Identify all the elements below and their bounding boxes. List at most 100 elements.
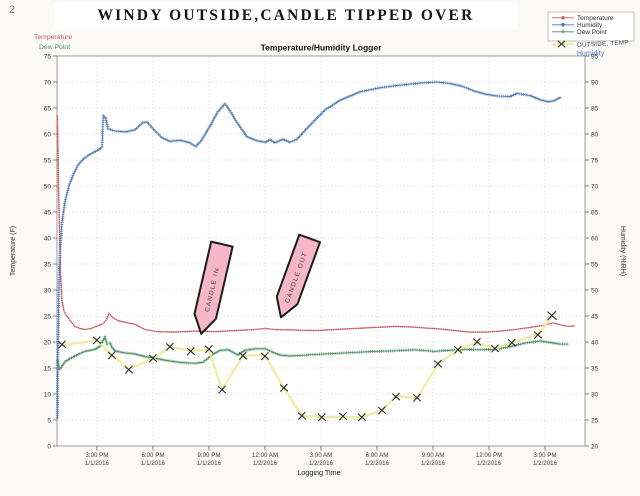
x-data-marker bbox=[148, 354, 158, 363]
x-data-marker bbox=[338, 412, 348, 421]
x-data-marker bbox=[186, 347, 195, 356]
x-tick-date: 1/2/2016 bbox=[533, 460, 558, 467]
y-right-tick-label: 40 bbox=[591, 339, 599, 346]
y-left-tick-label: 20 bbox=[44, 339, 52, 346]
y-right-tick-label: 35 bbox=[591, 365, 599, 372]
gridlines bbox=[58, 57, 584, 445]
annotation-candle-in: CANDLE IN bbox=[193, 240, 234, 335]
x-data-marker bbox=[434, 359, 443, 368]
left-header-dew-point: Dew Point bbox=[39, 44, 70, 51]
y-left-tick-label: 55 bbox=[44, 157, 52, 164]
x-tick-date: 1/2/2016 bbox=[309, 460, 334, 467]
y-right-tick-label: 70 bbox=[591, 183, 599, 190]
y-left-tick-label: 40 bbox=[44, 235, 52, 242]
y-left-tick-label: 65 bbox=[44, 105, 52, 112]
plot-dynamic-layer: 7570656055504540353025201510509590858075… bbox=[44, 11, 635, 467]
legend-item-label: Humidity bbox=[577, 22, 603, 29]
series-outside-temp-hand-drawn bbox=[57, 310, 557, 422]
x-tick-date: 1/1/2016 bbox=[197, 460, 222, 467]
x-data-marker bbox=[297, 411, 307, 420]
y-right-tick-label: 30 bbox=[591, 391, 599, 398]
x-data-marker bbox=[279, 383, 289, 392]
pencil-shape-icon bbox=[193, 240, 234, 335]
legend-item-label: Temperature bbox=[577, 15, 614, 22]
x-data-marker bbox=[57, 340, 67, 349]
y-left-tick-label: 0 bbox=[47, 443, 51, 450]
x-data-marker bbox=[124, 365, 133, 374]
x-tick-date: 1/2/2016 bbox=[253, 460, 278, 467]
x-data-marker bbox=[165, 342, 175, 351]
right-header-humidity: Humidity bbox=[577, 51, 605, 58]
x-tick-date: 1/2/2016 bbox=[477, 460, 502, 467]
x-tick-date: 1/1/2016 bbox=[85, 460, 110, 467]
y-left-tick-label: 35 bbox=[44, 261, 52, 268]
y-left-tick-label: 75 bbox=[44, 53, 52, 60]
x-tick-time: 12:00 PM bbox=[476, 452, 502, 459]
y-right-tick-label: 45 bbox=[591, 313, 599, 320]
x-data-marker bbox=[92, 336, 102, 345]
outside-temp-swatch bbox=[551, 42, 574, 47]
x-data-marker bbox=[507, 338, 517, 347]
y-left-tick-label: 50 bbox=[44, 183, 52, 190]
axis-ticks: 7570656055504540353025201510509590858075… bbox=[44, 53, 599, 467]
y-right-tick-label: 25 bbox=[591, 417, 599, 424]
y-left-tick-label: 60 bbox=[44, 131, 52, 138]
y-right-tick-label: 80 bbox=[591, 131, 599, 138]
x-axis-title: Logging Time bbox=[297, 468, 340, 477]
x-data-marker bbox=[238, 351, 248, 360]
x-tick-time: 3:00 PM bbox=[534, 452, 557, 459]
y-left-axis-title: Temperature (F) bbox=[10, 226, 17, 276]
x-marker-icon bbox=[557, 40, 566, 48]
x-tick-time: 12:00 AM bbox=[252, 452, 278, 459]
y-right-tick-label: 95 bbox=[591, 53, 599, 60]
x-data-marker bbox=[357, 413, 366, 422]
legend-item-outside-temp: OUTSIDE, TEMP bbox=[551, 39, 629, 49]
legend-item-label: Dew Point bbox=[577, 29, 607, 36]
outside-temp-highlighter-line bbox=[60, 314, 554, 419]
chart-subtitle: Temperature/Humidity Logger bbox=[261, 43, 382, 53]
x-data-marker bbox=[204, 345, 214, 354]
y-right-tick-label: 75 bbox=[591, 157, 599, 164]
x-tick-date: 1/2/2016 bbox=[421, 460, 446, 467]
x-tick-time: 6:00 AM bbox=[366, 452, 389, 459]
x-tick-time: 6:00 PM bbox=[141, 452, 164, 459]
handwritten-title: WINDY OUTSIDE,CANDLE TIPPED OVER bbox=[54, 2, 518, 29]
x-data-marker bbox=[260, 352, 270, 361]
x-data-marker bbox=[473, 337, 482, 346]
page-number: 2 bbox=[9, 4, 16, 16]
pencil-shape-icon bbox=[275, 233, 322, 319]
y-right-tick-label: 65 bbox=[591, 209, 599, 216]
y-right-axis-title: Humidity (%RH) bbox=[619, 226, 626, 276]
x-tick-date: 1/1/2016 bbox=[141, 460, 166, 467]
x-tick-date: 1/2/2016 bbox=[365, 460, 390, 467]
y-left-tick-label: 30 bbox=[44, 287, 52, 294]
x-tick-time: 9:00 PM bbox=[197, 452, 220, 459]
x-data-marker bbox=[453, 345, 463, 354]
y-right-tick-label: 60 bbox=[591, 235, 599, 242]
left-header-temperature: Temperature bbox=[34, 34, 72, 41]
x-data-marker bbox=[378, 406, 387, 415]
x-data-marker bbox=[490, 344, 500, 353]
y-right-tick-label: 20 bbox=[591, 443, 599, 450]
x-data-marker bbox=[217, 385, 227, 394]
x-tick-time: 3:00 AM bbox=[310, 452, 333, 459]
y-left-tick-label: 10 bbox=[44, 391, 52, 398]
y-left-tick-label: 5 bbox=[47, 417, 51, 424]
y-right-tick-label: 90 bbox=[591, 79, 599, 86]
y-left-tick-label: 45 bbox=[44, 209, 52, 216]
y-right-tick-label: 50 bbox=[591, 287, 599, 294]
series-temperature bbox=[56, 114, 575, 333]
x-tick-time: 3:00 PM bbox=[85, 452, 108, 459]
y-left-tick-label: 70 bbox=[44, 79, 52, 86]
x-data-marker bbox=[392, 392, 401, 401]
outside-temp-label: OUTSIDE, TEMP bbox=[577, 39, 629, 49]
x-data-marker bbox=[533, 330, 543, 339]
x-data-marker bbox=[412, 393, 422, 402]
y-right-tick-label: 55 bbox=[591, 261, 599, 268]
series-humidity bbox=[55, 80, 562, 420]
x-tick-time: 9:00 AM bbox=[422, 452, 445, 459]
y-left-tick-label: 15 bbox=[44, 365, 52, 372]
x-data-marker bbox=[547, 310, 557, 321]
